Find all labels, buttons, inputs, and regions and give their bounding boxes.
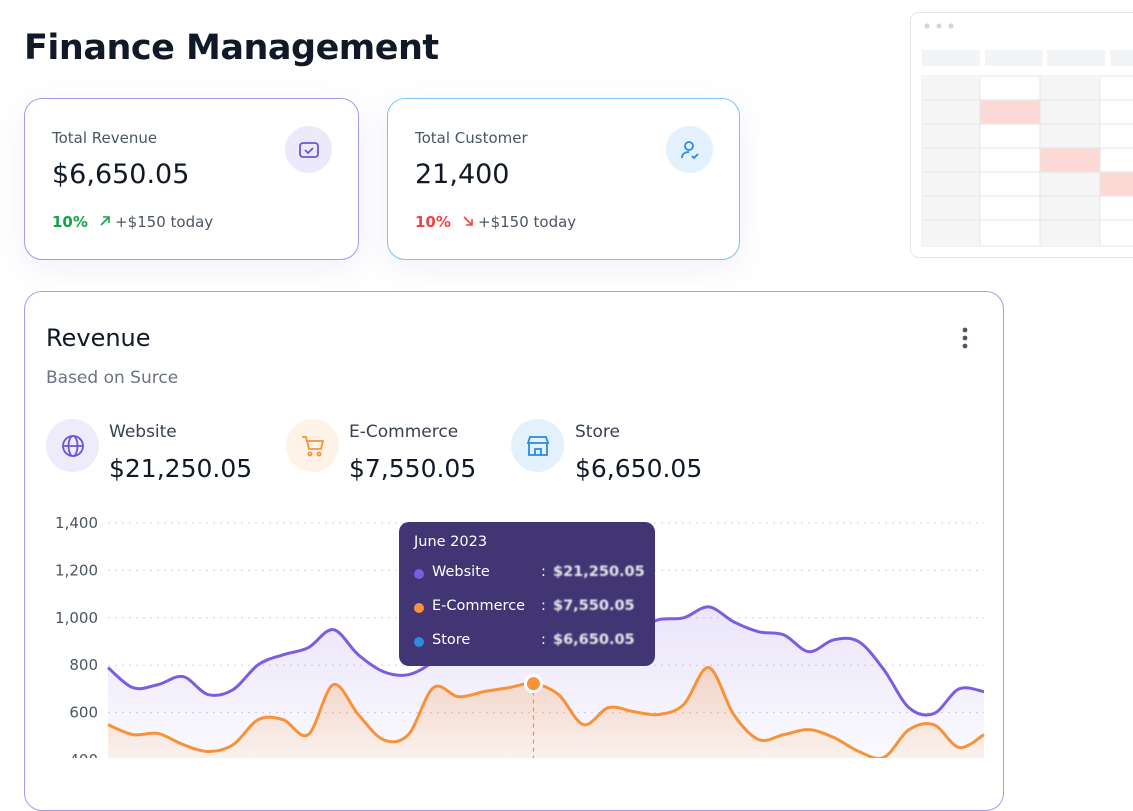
y-tick-label: 1,000: [55, 609, 98, 627]
tooltip-name: E-Commerce: [432, 598, 525, 614]
tooltip-separator: :: [541, 598, 546, 614]
hover-point: [525, 676, 541, 692]
tooltip-name: Store: [432, 632, 470, 648]
tooltip-value: $6,650.05: [553, 632, 635, 648]
tooltip-title: June 2023: [414, 534, 487, 550]
y-tick-label: 1,400: [55, 514, 98, 532]
tooltip-value: $7,550.05: [553, 598, 635, 614]
tooltip-value: $21,250.05: [553, 564, 645, 580]
chart-tooltip: June 2023 Website: $21,250.05 E-Commerce:…: [399, 522, 655, 666]
y-tick-label: 400: [69, 751, 98, 758]
tooltip-separator: :: [541, 632, 546, 648]
y-tick-label: 800: [69, 656, 98, 674]
y-tick-label: 1,200: [55, 561, 98, 579]
tooltip-separator: :: [541, 564, 546, 580]
page: {"header": {"title": "Finance Management…: [0, 0, 1133, 758]
tooltip-name: Website: [432, 564, 490, 580]
y-tick-label: 600: [69, 704, 98, 722]
